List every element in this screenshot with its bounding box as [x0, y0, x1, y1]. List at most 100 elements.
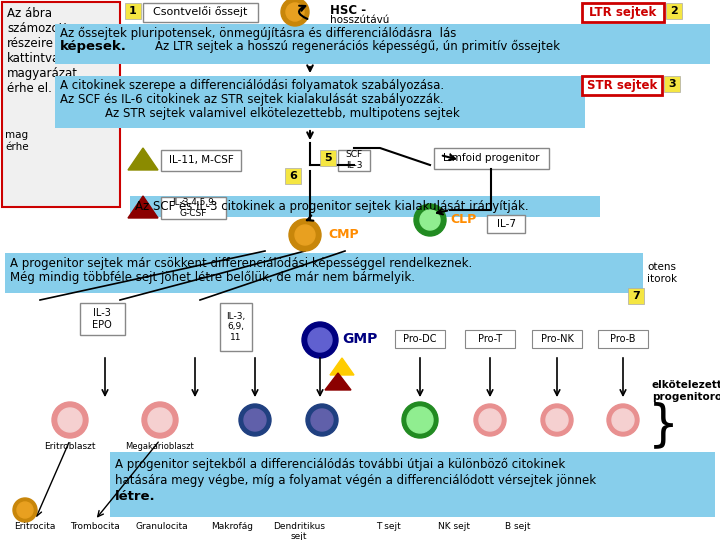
Text: Megakarioblaszt: Megakarioblaszt [125, 442, 194, 451]
Text: IL-7: IL-7 [497, 219, 516, 229]
FancyBboxPatch shape [582, 3, 664, 22]
Text: CLP: CLP [450, 213, 476, 226]
Circle shape [607, 404, 639, 436]
Text: Csontvelői őssejt: Csontvelői őssejt [153, 6, 247, 17]
Text: mag: mag [5, 130, 28, 140]
Text: Granulocita: Granulocita [135, 522, 189, 531]
Polygon shape [128, 196, 158, 218]
Circle shape [541, 404, 573, 436]
Text: HSC -: HSC - [330, 4, 366, 17]
Circle shape [148, 408, 172, 432]
Circle shape [13, 498, 37, 522]
Circle shape [289, 219, 321, 251]
Circle shape [546, 409, 568, 431]
Text: Makrofág: Makrofág [211, 522, 253, 531]
FancyBboxPatch shape [143, 3, 258, 22]
FancyBboxPatch shape [220, 303, 252, 351]
Text: progenitorok: progenitorok [652, 392, 720, 402]
Circle shape [58, 408, 82, 432]
FancyBboxPatch shape [666, 3, 682, 19]
Text: A progenitor sejtekből a differenciálódás további útjai a különböző citokinek: A progenitor sejtekből a differenciálódá… [115, 458, 565, 471]
Circle shape [479, 409, 501, 431]
Text: érhe: érhe [5, 142, 29, 152]
Text: otens: otens [647, 262, 676, 272]
Text: A citokinek szerepe a differenciálódási folyamatok szabályozása.: A citokinek szerepe a differenciálódási … [60, 79, 444, 92]
Text: 3: 3 [668, 79, 676, 89]
FancyBboxPatch shape [532, 330, 582, 348]
Text: Eritroblaszt: Eritroblaszt [44, 442, 96, 451]
FancyBboxPatch shape [5, 253, 643, 293]
Text: Az SCF és IL-6 citokinek az STR sejtek kialakulását szabályozzák.: Az SCF és IL-6 citokinek az STR sejtek k… [60, 93, 444, 106]
Circle shape [612, 409, 634, 431]
Text: Pro-NK: Pro-NK [541, 334, 573, 344]
Text: itorok: itorok [647, 274, 677, 284]
Text: STR sejtek: STR sejtek [587, 79, 657, 92]
Circle shape [295, 225, 315, 245]
Polygon shape [128, 148, 158, 170]
FancyBboxPatch shape [110, 452, 715, 517]
Circle shape [281, 0, 309, 26]
FancyBboxPatch shape [664, 76, 680, 92]
FancyBboxPatch shape [2, 2, 120, 207]
Text: IL-3,
6,9,
11: IL-3, 6,9, 11 [226, 312, 246, 342]
Circle shape [414, 204, 446, 236]
Text: Még mindig többféle sejt jöhet létre belőlük, de már nem bármelyik.: Még mindig többféle sejt jöhet létre bel… [10, 271, 415, 284]
FancyBboxPatch shape [598, 330, 648, 348]
Polygon shape [325, 373, 351, 390]
Circle shape [142, 402, 178, 438]
Text: hatására megy végbe, míg a folyamat végén a differenciálódott vérsejtek jönnek: hatására megy végbe, míg a folyamat végé… [115, 474, 596, 487]
Polygon shape [330, 358, 354, 375]
Circle shape [244, 409, 266, 431]
Text: 1: 1 [129, 6, 137, 16]
Circle shape [420, 210, 440, 230]
Circle shape [286, 3, 304, 21]
FancyBboxPatch shape [161, 197, 226, 219]
Text: Eritrocita: Eritrocita [14, 522, 55, 531]
Text: IL-3
EPO: IL-3 EPO [92, 308, 112, 330]
Text: 6: 6 [289, 171, 297, 181]
FancyBboxPatch shape [395, 330, 445, 348]
Text: 5: 5 [324, 153, 332, 163]
Circle shape [402, 402, 438, 438]
Text: Trombocita: Trombocita [70, 522, 120, 531]
Text: A progenitor sejtek már csökkent differenciálódási képességgel rendelkeznek.: A progenitor sejtek már csökkent differe… [10, 257, 472, 270]
FancyBboxPatch shape [0, 0, 720, 540]
Text: NK sejt: NK sejt [438, 522, 470, 531]
Text: Pro-DC: Pro-DC [403, 334, 437, 344]
Text: B sejt: B sejt [505, 522, 531, 531]
Circle shape [306, 404, 338, 436]
Circle shape [239, 404, 271, 436]
Text: Limfoid progenitor: Limfoid progenitor [443, 153, 539, 163]
Text: CMP: CMP [328, 228, 359, 241]
Text: GMP: GMP [342, 332, 377, 346]
Text: létre.: létre. [115, 490, 156, 503]
FancyBboxPatch shape [628, 288, 644, 304]
FancyBboxPatch shape [161, 150, 241, 171]
Text: 7: 7 [632, 291, 640, 301]
Text: Pro-T: Pro-T [478, 334, 502, 344]
FancyBboxPatch shape [465, 330, 515, 348]
FancyBboxPatch shape [80, 303, 125, 335]
Circle shape [52, 402, 88, 438]
Circle shape [302, 322, 338, 358]
Circle shape [407, 407, 433, 433]
Text: T sejt: T sejt [376, 522, 400, 531]
FancyBboxPatch shape [487, 215, 525, 233]
FancyBboxPatch shape [320, 150, 336, 166]
Text: Dendritikus
sejt: Dendritikus sejt [273, 522, 325, 540]
Circle shape [311, 409, 333, 431]
FancyBboxPatch shape [130, 196, 600, 217]
Text: Az STR sejtek valamivel elkötelezettebb, multipotens sejtek: Az STR sejtek valamivel elkötelezettebb,… [105, 107, 460, 120]
Text: IL-11, M-CSF: IL-11, M-CSF [168, 155, 233, 165]
Text: SCF
IL-3: SCF IL-3 [346, 150, 363, 170]
Text: IL-3,4,5,9
G-CSF: IL-3,4,5,9 G-CSF [172, 198, 214, 218]
Text: Az SCF és IL-3 citokinek a progenitor sejtek kialakulását irányítják.: Az SCF és IL-3 citokinek a progenitor se… [135, 200, 528, 213]
FancyBboxPatch shape [285, 168, 301, 184]
FancyBboxPatch shape [338, 150, 370, 171]
Text: 2: 2 [670, 6, 678, 16]
Text: elkötelezett: elkötelezett [652, 380, 720, 390]
FancyBboxPatch shape [434, 148, 549, 169]
Text: Pro-B: Pro-B [611, 334, 636, 344]
Text: Az ábra
számozott
részeire
kattintva
magyarázat
érhe el.: Az ábra számozott részeire kattintva mag… [7, 7, 78, 95]
Text: }: } [648, 401, 679, 449]
